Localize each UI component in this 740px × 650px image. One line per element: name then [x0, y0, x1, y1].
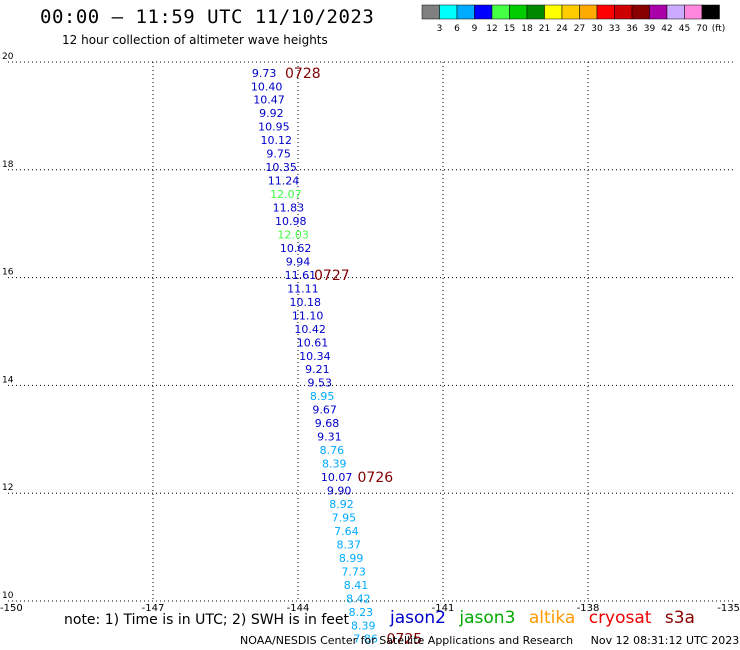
- footer-org: NOAA/NESDIS Center for Satellite Applica…: [240, 634, 574, 647]
- colorbar-tick-label: 33: [609, 24, 620, 34]
- colorbar-tick-label: 45: [679, 24, 690, 34]
- swh-value: 11.10: [292, 309, 324, 322]
- swh-value: 10.07: [321, 471, 353, 484]
- swh-value: 8.39: [322, 458, 347, 471]
- legend-jason2: jason2: [390, 608, 446, 628]
- lat-tick-label: 14: [2, 375, 14, 385]
- lat-tick-label: 16: [2, 268, 14, 278]
- swh-value: 8.42: [346, 592, 371, 605]
- swh-value: 8.99: [339, 552, 364, 565]
- colorbar-tick-label: 70: [696, 24, 708, 34]
- swh-value: 12.03: [277, 228, 309, 241]
- swh-value: 10.98: [275, 215, 307, 228]
- colorbar-tick-label: 42: [661, 24, 672, 34]
- swh-value: 9.92: [259, 107, 284, 120]
- swh-value: 10.95: [258, 121, 290, 134]
- colorbar-tick-label: 27: [574, 24, 585, 34]
- swh-value: 9.90: [327, 485, 352, 498]
- swh-value: 8.95: [310, 390, 335, 403]
- colorbar-tick-label: 3: [437, 24, 443, 34]
- swh-value: 8.76: [320, 444, 345, 457]
- colorbar-tick-label: 9: [472, 24, 478, 34]
- swh-value: 9.94: [286, 255, 311, 268]
- pass-time-label: 0725: [387, 632, 423, 648]
- swh-value: 7.95: [332, 511, 357, 524]
- legend-altika: altika: [528, 608, 576, 628]
- pass-time-label: 0726: [358, 470, 394, 486]
- colorbar-tick-label: 21: [539, 24, 550, 34]
- legend-jason3: jason3: [459, 608, 516, 628]
- pass-time-label: 0728: [285, 66, 321, 82]
- swh-value: 9.73: [252, 67, 277, 80]
- lon-tick-label: -138: [577, 603, 600, 614]
- swh-value: 10.62: [280, 242, 312, 255]
- swh-value: 9.21: [305, 363, 330, 376]
- lon-tick-label: -150: [0, 603, 23, 614]
- swh-value: 10.40: [251, 80, 283, 93]
- swh-value: 8.41: [344, 579, 369, 592]
- colorbar-tick-label: 30: [591, 24, 603, 34]
- swh-value: 10.12: [261, 134, 293, 147]
- lat-tick-label: 10: [2, 591, 14, 601]
- swh-value: 9.31: [317, 431, 342, 444]
- legend-s3a: s3a: [664, 608, 695, 628]
- map-title: 00:00 – 11:59 UTC 11/10/2023: [40, 6, 375, 28]
- map-subtitle: 12 hour collection of altimeter wave hei…: [62, 33, 328, 47]
- swh-value: 11.11: [287, 282, 319, 295]
- swh-value: 10.34: [299, 350, 331, 363]
- colorbar-tick-label: 36: [626, 24, 638, 34]
- legend-cryosat: cryosat: [588, 608, 652, 628]
- swh-value: 8.23: [349, 606, 374, 619]
- colorbar-swatch: [701, 4, 720, 20]
- colorbar-tick-label: 18: [521, 24, 533, 34]
- swh-value: 9.68: [315, 417, 340, 430]
- swh-value: 7.73: [341, 565, 366, 578]
- swh-value: 8.39: [351, 619, 376, 632]
- swh-value: 10.42: [294, 323, 326, 336]
- swh-value: 11.61: [285, 269, 317, 282]
- lon-tick-label: -144: [287, 603, 310, 614]
- swh-value: 9.67: [312, 404, 337, 417]
- swh-value: 7.64: [334, 525, 359, 538]
- satellite-legend: jason2 jason3 altika cryosat s3a: [390, 608, 703, 628]
- lon-tick-label: -135: [717, 603, 740, 614]
- swh-value: 11.24: [268, 175, 300, 188]
- pass-time-label: 0727: [314, 268, 350, 284]
- lon-tick-label: -141: [432, 603, 455, 614]
- swh-value: 10.61: [297, 336, 329, 349]
- swh-value: 10.18: [290, 296, 322, 309]
- colorbar-unit: (ft): [712, 24, 726, 34]
- lon-tick-label: -147: [142, 603, 165, 614]
- footer: NOAA/NESDIS Center for Satellite Applica…: [240, 634, 739, 647]
- swh-value: 11.83: [273, 202, 305, 215]
- colorbar-tick-label: 39: [644, 24, 656, 34]
- footer-timestamp: Nov 12 08:31:12 UTC 2023: [590, 634, 740, 647]
- swh-value: 8.92: [329, 498, 354, 511]
- colorbar-tick-label: 6: [454, 24, 460, 34]
- colorbar-tick-label: 12: [486, 24, 497, 34]
- lat-tick-label: 18: [2, 160, 14, 170]
- units-note: note: 1) Time is in UTC; 2) SWH is in fe…: [64, 612, 350, 628]
- colorbar-tick-label: 24: [556, 24, 568, 34]
- swh-value: 8.37: [337, 538, 362, 551]
- swh-value: 12.07: [270, 188, 302, 201]
- swh-value: 7.86: [353, 633, 378, 646]
- color-scale-bar: 3 6 9 12 15 18 21 24 27 30 33 36 39 42 45 70 (ft): [421, 4, 726, 34]
- colorbar-tick-label: 15: [504, 24, 515, 34]
- lat-tick-label: 12: [2, 483, 13, 493]
- swh-value: 10.47: [253, 94, 285, 107]
- swh-value: 9.75: [266, 148, 291, 161]
- lat-tick-label: 20: [2, 52, 14, 62]
- swh-value: 10.35: [265, 161, 297, 174]
- swh-value: 9.53: [308, 377, 333, 390]
